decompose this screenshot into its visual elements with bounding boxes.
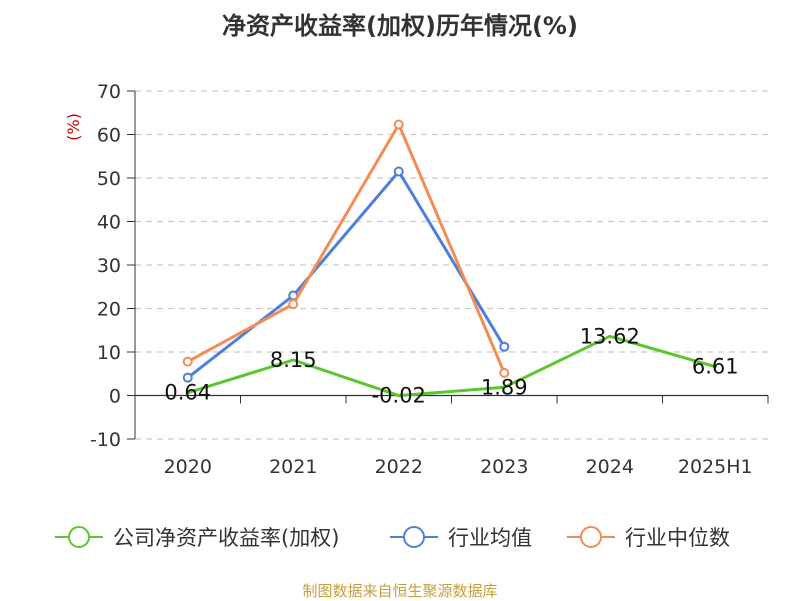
data-point [182, 372, 193, 383]
x-tick-label: 2021 [269, 456, 317, 478]
source-footer: 制图数据来自恒生聚源数据库 [302, 582, 498, 600]
data-point [393, 166, 404, 177]
y-tick-label: 60 [97, 125, 121, 147]
x-tick-label: 2020 [164, 456, 212, 478]
y-tick-label: -10 [90, 429, 121, 451]
y-tick-label: 70 [97, 81, 121, 103]
data-point [182, 356, 193, 367]
series-line [186, 170, 506, 380]
data-label: 6.61 [692, 355, 739, 379]
x-tick-label: 2024 [586, 456, 634, 478]
legend-label: 行业中位数 [625, 526, 730, 550]
x-tick-label: 2022 [375, 456, 423, 478]
y-tick-label: 20 [97, 299, 121, 321]
legend-label: 公司净资产收益率(加权) [113, 526, 339, 550]
y-tick-label: 10 [97, 342, 121, 364]
x-tick-label: 2023 [480, 456, 528, 478]
y-tick-label: 30 [97, 255, 121, 277]
data-point [393, 119, 404, 130]
series-line [186, 123, 506, 375]
y-tick-label: 0 [109, 386, 121, 408]
data-label: 13.62 [580, 324, 640, 348]
series-line [186, 334, 717, 398]
y-tick-label: 50 [97, 168, 121, 190]
legend-label: 行业均值 [448, 526, 532, 550]
x-tick-label: 2025H1 [678, 456, 753, 478]
data-label: 1.89 [481, 375, 528, 399]
legend-marker [580, 526, 602, 548]
legend-marker [403, 526, 425, 548]
data-point [499, 367, 510, 378]
legend-marker [68, 526, 90, 548]
y-axis-label: (%) [64, 113, 83, 141]
data-point [288, 299, 299, 310]
data-label: 8.15 [270, 348, 317, 372]
data-point [499, 341, 510, 352]
data-label: 0.64 [164, 381, 211, 405]
chart-title: 净资产收益率(加权)历年情况(%) [222, 12, 578, 40]
y-tick-label: 40 [97, 212, 121, 234]
data-label: -0.02 [372, 384, 426, 408]
